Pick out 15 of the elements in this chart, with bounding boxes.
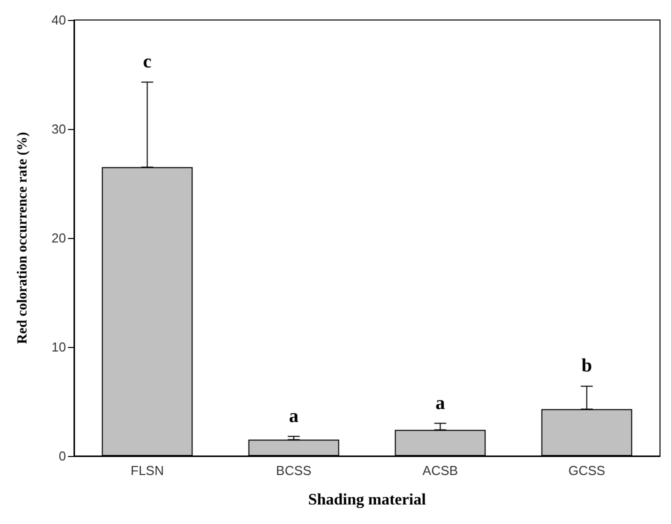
y-tick-label: 40 — [52, 12, 66, 28]
x-tick-label: GCSS — [568, 463, 606, 478]
y-tick-label: 20 — [52, 230, 66, 246]
annotation: a — [436, 392, 446, 414]
y-tick-label: 10 — [52, 340, 66, 354]
x-tick-label: ACSB — [422, 463, 458, 478]
y-axis-title: Red coloration occurrence rate (%) — [16, 132, 30, 344]
y-tick-label: 30 — [52, 122, 66, 136]
annotation: a — [289, 406, 299, 427]
annotation: c — [143, 52, 152, 73]
x-tick-label: BCSS — [276, 463, 312, 478]
x-tick-label: FLSN — [130, 463, 164, 478]
x-axis-title: Shading material — [308, 492, 426, 508]
annotation: b — [581, 356, 592, 377]
y-tick-label: 0 — [58, 448, 66, 464]
